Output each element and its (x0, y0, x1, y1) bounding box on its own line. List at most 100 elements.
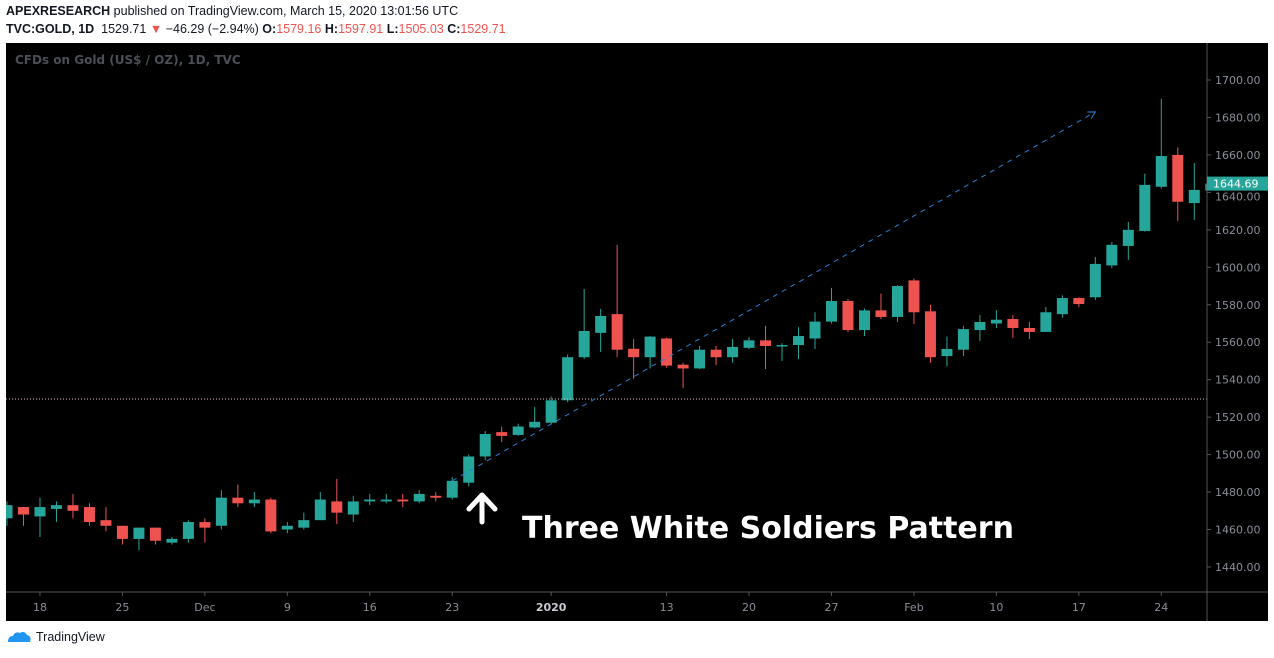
candlestick-chart[interactable]: CFDs on Gold (US$ / OZ), 1D, TVC 1440.00… (6, 43, 1268, 621)
candle-body (182, 522, 194, 539)
close-value: 1529.71 (460, 22, 506, 36)
candle (6, 501, 13, 526)
last-price-label: 1644.69 (1213, 178, 1259, 191)
candle-body (314, 499, 326, 521)
candle-body (842, 301, 854, 331)
candle-body (760, 340, 772, 346)
time-tick-label: Dec (194, 601, 215, 614)
time-tick-label: 9 (284, 601, 291, 614)
price-tick-label: 1680.00 (1215, 111, 1261, 124)
low-value: 1505.03 (398, 22, 444, 36)
candle-body (380, 499, 392, 502)
candle (875, 293, 887, 319)
time-tick-label: 2020 (536, 601, 567, 614)
candle-body (479, 433, 491, 457)
candle (463, 454, 475, 487)
candle-body (463, 456, 475, 483)
candle (760, 325, 772, 370)
time-tick-label: 24 (1154, 601, 1168, 614)
time-tick-label: 20 (742, 601, 756, 614)
candle (793, 327, 805, 360)
trend-arrowhead-icon (1087, 111, 1097, 119)
candle-body (611, 314, 623, 350)
brand-name[interactable]: TradingView (36, 630, 105, 644)
candle (545, 396, 557, 424)
candle (1155, 98, 1167, 189)
candle-body (727, 346, 739, 358)
price-tick-label: 1560.00 (1215, 336, 1261, 349)
candle-body (677, 364, 689, 369)
time-tick-label: 17 (1072, 601, 1086, 614)
candle (1205, 183, 1207, 191)
candle-body (265, 499, 277, 532)
candle-body (1040, 312, 1052, 332)
candle-body (743, 340, 755, 348)
candle-body (199, 522, 211, 528)
candle-body (990, 319, 1002, 324)
price-tick-label: 1640.00 (1215, 191, 1261, 204)
candle-body (908, 280, 920, 313)
candle-body (1106, 244, 1118, 266)
candle (413, 490, 425, 504)
candle-body (1172, 154, 1184, 202)
price-change: −46.29 (−2.94%) (165, 22, 259, 36)
candle (397, 493, 409, 508)
candle (100, 507, 112, 532)
low-label: L: (386, 22, 399, 36)
candle (512, 423, 524, 436)
candle (826, 287, 837, 324)
candle-body (776, 345, 788, 347)
candle (908, 278, 920, 325)
time-tick-label: 16 (363, 601, 377, 614)
candle (430, 492, 442, 502)
candle-body (1155, 156, 1167, 187)
candle (644, 335, 656, 369)
candle (479, 431, 491, 461)
candle-body (364, 499, 376, 502)
symbol: TVC:GOLD, 1D (6, 22, 95, 36)
candle-body (116, 525, 128, 539)
candle (1172, 147, 1184, 222)
candle-body (562, 357, 574, 401)
candle (34, 497, 46, 538)
candle (1023, 321, 1035, 340)
tradingview-logo-icon (8, 631, 31, 642)
candle (628, 339, 640, 379)
candle-body (67, 505, 79, 511)
chart-title: CFDs on Gold (US$ / OZ), 1D, TVC (15, 53, 241, 67)
candle (182, 520, 194, 543)
down-triangle-icon: ▼ (149, 22, 163, 36)
annotation-text: Three White Soldiers Pattern (522, 511, 1014, 546)
price-tick-label: 1580.00 (1215, 299, 1261, 312)
candle (743, 336, 755, 350)
candle (496, 426, 508, 443)
candle (941, 336, 953, 367)
time-tick-label: 27 (825, 601, 839, 614)
price-tick-label: 1500.00 (1215, 449, 1261, 462)
candle (694, 345, 706, 370)
candle-body (875, 310, 887, 317)
candle (281, 522, 293, 534)
price-tick-label: 1660.00 (1215, 149, 1261, 162)
price-tick-label: 1520.00 (1215, 411, 1261, 424)
candle-body (545, 400, 557, 423)
candle-body (149, 527, 161, 541)
candle (298, 512, 310, 530)
price-tick-label: 1700.00 (1215, 74, 1261, 87)
candle-body (512, 426, 524, 435)
author-name[interactable]: APEXRESEARCH (6, 4, 111, 18)
trend-line (451, 111, 1096, 482)
candle (562, 354, 574, 403)
candle (166, 537, 178, 545)
candle-body (1089, 263, 1101, 298)
candle-body (694, 349, 706, 369)
candle (990, 310, 1002, 328)
candle-body (1023, 327, 1035, 332)
candle (578, 289, 590, 360)
candle-body (826, 301, 837, 322)
candle-body (628, 348, 640, 358)
candle (248, 492, 260, 508)
open-value: 1579.16 (276, 22, 322, 36)
chart-panel[interactable]: CFDs on Gold (US$ / OZ), 1D, TVC 1440.00… (6, 43, 1268, 621)
candle (199, 518, 211, 543)
